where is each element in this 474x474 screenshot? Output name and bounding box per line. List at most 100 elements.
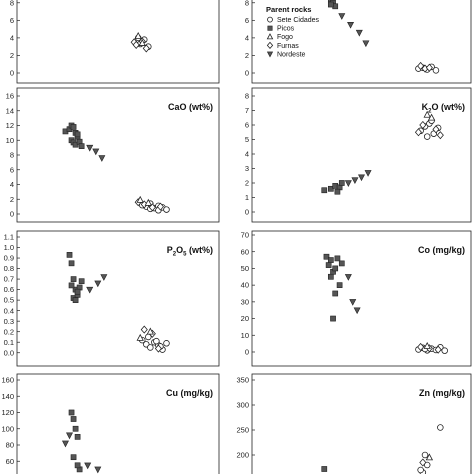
- data-point-circle: [441, 347, 448, 354]
- y-tick-label: 3: [245, 164, 249, 173]
- data-point-triangle-down: [355, 29, 363, 37]
- y-tick-label: 5: [245, 135, 249, 144]
- panel-frame: [251, 87, 472, 223]
- panel-title: K2O (wt%): [422, 102, 465, 115]
- y-tick-label: 14: [6, 106, 14, 115]
- data-point-circle: [423, 133, 431, 140]
- y-tick-label: 300: [236, 401, 249, 410]
- legend-marker-square: [267, 25, 273, 31]
- data-point-square: [332, 290, 339, 297]
- y-tick-label: 2: [10, 51, 14, 60]
- panel-frame: [251, 373, 472, 474]
- y-tick-label: 0.7: [4, 275, 14, 284]
- y-tick-label: 0: [245, 208, 249, 217]
- data-point-triangle-down: [86, 286, 94, 294]
- data-point-square: [74, 462, 81, 469]
- y-tick-label: 2: [245, 179, 249, 188]
- data-point-diamond: [156, 202, 164, 211]
- legend-label: Sete Cidades: [277, 17, 320, 24]
- data-point-circle: [163, 340, 170, 347]
- panel-frame: [16, 0, 220, 84]
- data-point-square: [74, 288, 81, 295]
- data-point-circle: [147, 344, 154, 351]
- data-point-triangle-down: [94, 466, 102, 474]
- data-point-diamond: [432, 125, 440, 134]
- legend-marker-triangle-down: [266, 51, 274, 58]
- y-tick-label: 160: [1, 376, 14, 385]
- data-point-square: [70, 454, 77, 461]
- data-point-triangle-up: [138, 38, 146, 46]
- legend-marker-circle: [267, 16, 273, 23]
- y-tick-label: 0.3: [4, 317, 14, 326]
- panel-k2o: 0 1 2 3 4 5 6 7 8 K2O (wt%): [245, 87, 472, 223]
- legend-label: Picos: [277, 26, 295, 33]
- panel-p2o5: 0.00.1 0.20.3 0.40.5 0.60.7 0.80.9 1.01.1 P2O5…: [4, 230, 220, 367]
- y-tick-label: 0.4: [4, 306, 14, 315]
- y-tick-label: 10: [6, 136, 14, 145]
- data-point-square: [332, 265, 339, 272]
- data-point-triangle-down: [353, 307, 361, 315]
- data-point-diamond: [414, 128, 422, 137]
- panel-title: CaO (wt%): [168, 102, 213, 112]
- y-tick-label: 60: [6, 457, 14, 466]
- data-point-square: [327, 185, 334, 192]
- legend-marker-triangle-up: [266, 33, 274, 40]
- data-point-circle: [432, 67, 440, 74]
- data-point-triangle-up: [144, 198, 152, 206]
- y-tick-label: 6: [10, 16, 14, 25]
- y-tick-label: 30: [241, 297, 249, 306]
- legend-marker-diamond: [266, 41, 274, 49]
- data-point-circle: [417, 466, 424, 474]
- data-point-triangle-down: [94, 280, 102, 288]
- data-point-square: [323, 253, 330, 260]
- panel-top-left: 0 2 4 6 8: [10, 0, 220, 84]
- y-tick-label: 2: [245, 51, 249, 60]
- data-point-triangle-down: [84, 462, 92, 470]
- data-point-square: [321, 466, 328, 472]
- data-point-diamond: [140, 325, 148, 334]
- data-point-square: [327, 257, 334, 263]
- y-tick-label: 12: [6, 121, 14, 130]
- y-tick-label: 0.6: [4, 285, 14, 294]
- y-tick-label: 6: [10, 165, 14, 174]
- y-tick-label: 4: [245, 150, 249, 159]
- data-point-square: [338, 260, 345, 267]
- y-tick-label: 8: [10, 151, 14, 160]
- y-tick-label: 50: [241, 264, 249, 273]
- panel-frame: [251, 0, 472, 84]
- data-point-circle: [421, 451, 429, 459]
- data-point-triangle-down: [66, 432, 74, 440]
- data-point-diamond: [417, 61, 425, 71]
- panel-frame: [251, 230, 472, 367]
- data-point-triangle-down: [100, 274, 108, 281]
- data-point-square: [321, 187, 328, 194]
- y-tick-label: 1.0: [4, 243, 14, 252]
- data-point-square: [72, 297, 79, 303]
- panel-frame: [16, 230, 220, 367]
- data-point-triangle-down: [92, 148, 100, 156]
- y-tick-label: 0: [10, 210, 14, 219]
- data-point-triangle-down: [61, 440, 69, 448]
- data-point-triangle-down: [364, 170, 372, 177]
- data-point-square: [78, 278, 85, 285]
- data-point-triangle-up: [427, 113, 436, 121]
- data-point-triangle-down: [347, 22, 355, 29]
- legend-title: Parent rocks: [266, 5, 311, 14]
- data-point-square: [74, 434, 81, 440]
- data-point-diamond: [425, 63, 433, 72]
- y-tick-label: 250: [236, 426, 249, 435]
- y-tick-label: 4: [10, 180, 14, 189]
- data-point-square: [70, 276, 77, 282]
- y-tick-label: 120: [1, 408, 14, 417]
- data-point-square: [72, 425, 79, 432]
- data-point-triangle-down: [338, 13, 346, 20]
- data-point-square: [70, 124, 77, 130]
- data-point-square: [334, 255, 341, 262]
- data-point-triangle-up: [136, 333, 144, 341]
- y-tick-label: 0.2: [4, 327, 14, 336]
- y-tick-label: 60: [241, 247, 249, 256]
- data-point-triangle-down: [344, 180, 352, 187]
- y-tick-label: 6: [245, 16, 249, 25]
